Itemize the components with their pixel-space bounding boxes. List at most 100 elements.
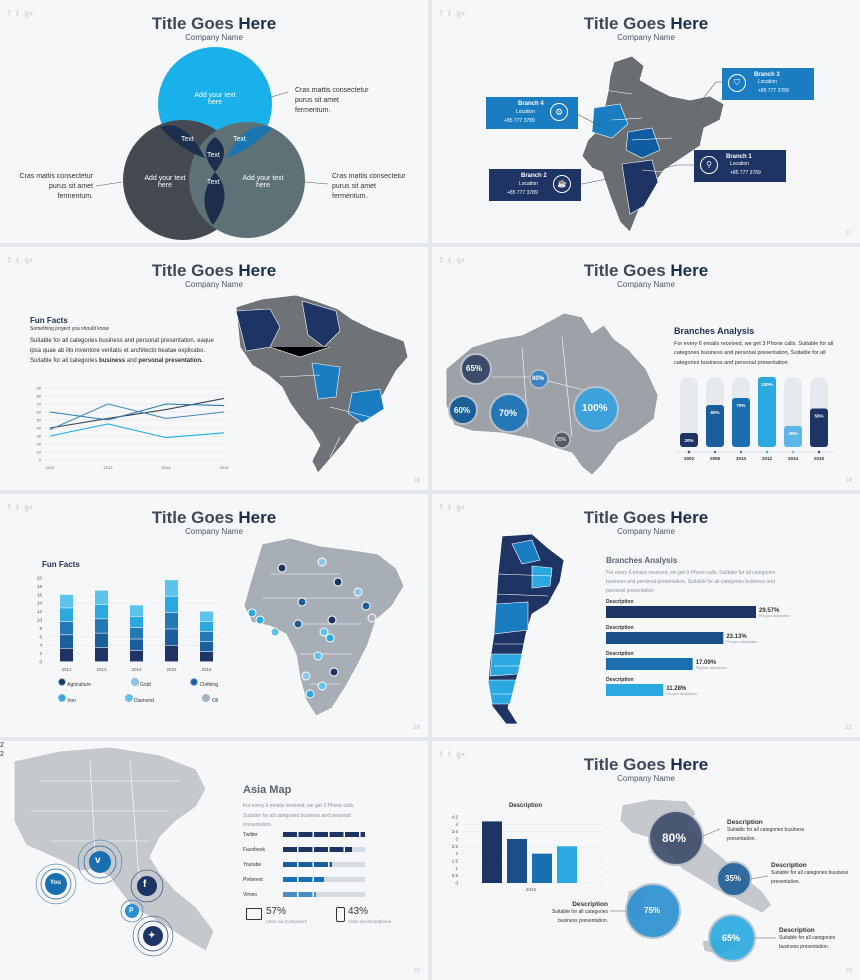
slide-title: Title Goes Here [583,261,709,280]
pinterest-icon: p [129,906,134,913]
stat-computers-value: 57% [266,906,287,917]
youtube-icon: You [50,880,61,886]
googleplus-icon: g+ [24,9,34,18]
india-region-central [625,127,661,159]
social-progress-row: Vimeo [243,887,368,902]
y-tick-label: 30 [37,434,42,439]
y-tick-label: 80 [37,394,42,399]
x-tick-label: 2015 [526,887,537,892]
y-tick-label: 4 [39,643,42,648]
social-progress-track [283,892,365,897]
y-tick-label: 8 [39,626,42,631]
section-body: For every 6 emails received, we get 3 Ph… [606,570,776,594]
venn-note-right: Cras mattis consectetur purus sit amet f… [332,173,406,200]
section-heading: Branches Analysis [674,326,755,336]
company-name: Company Name [185,280,243,289]
legend-item: Diamond [124,694,154,704]
bubble-label: 75% [644,906,661,915]
social-progress-label: Twitter [243,831,258,838]
page-number: 22 [413,968,420,974]
googleplus-icon: g+ [456,750,466,759]
social-progress-row: Twitter [243,827,368,842]
slide-africa-funfacts[interactable]: f t g+ Title Goes Here Company Name Fun … [0,494,428,737]
x-tick-label: 2002 [684,456,695,461]
slide-asia-map[interactable]: 2 2 You v f p ✦ Asia Map For [0,741,428,980]
bar [810,408,828,447]
social-progress-label: Youtube [243,861,262,868]
map-bubble [448,395,478,425]
bar-value-label: 11.28% [666,686,687,692]
x-tick-label: 2015 [814,456,825,461]
bar-value-label: 60% [710,410,719,415]
vimeo-marker [77,839,123,885]
tag-icon: ⛉ [728,74,746,92]
computer-icon [246,908,262,920]
africa-outline [243,537,405,717]
bubble-label: 35% [725,874,742,883]
india-region-west [591,103,629,139]
brazil-outline [235,294,409,474]
social-progress-fill [283,892,316,897]
branch-name: Branch 4 [518,101,544,107]
bar [784,426,802,447]
tower-icon: ⚲ [700,156,718,174]
corner-marker: 2 2 [0,742,4,758]
bar-value-label: 29.57% [759,608,780,614]
branch-phone: +85 777 3789 [507,190,538,196]
social-icons: f t g+ [440,503,466,512]
branch-1-card[interactable]: Branch 1 Location +85 777 3789 ⚲ [694,150,786,182]
slide-italy-description[interactable]: f t g+ Title Goes Here Company Name Desc… [432,741,860,980]
desc-block: Description Suitable for all categories … [727,819,805,842]
stack-segment [60,621,73,635]
slide-canada-branches[interactable]: f t g+ Title Goes Here Company Name 65% … [432,247,860,490]
y-tick-label: 6 [39,634,42,639]
venn-overlap-left-label: Text [181,136,194,143]
branch-3-card[interactable]: Branch 3 Location +85 777 3789 ⛉ [722,68,814,100]
argentina-region [531,565,553,589]
bar [557,846,577,883]
branch-name: Branch 3 [754,72,780,78]
social-progress-list: Twitter Facebook Youtube Pinterest Vimeo [243,827,368,902]
social-progress-label: Vimeo [243,891,258,898]
india-region-south [621,159,659,215]
stack-segment [165,645,178,662]
social-progress-fill [283,862,333,867]
googleplus-icon: g+ [24,503,34,512]
social-progress-row: Youtube [243,857,368,872]
stack-segment [130,639,143,651]
india-map [553,55,739,233]
venn-overlap-right-label: Text [233,136,246,143]
y-tick-label: 0 [39,458,42,463]
slide-india-branches[interactable]: f t g+ Title Goes Here Company Name Bran… [432,0,860,243]
bar-value-label: 30% [788,431,797,436]
branch-2-card[interactable]: Branch 2 Location +85 777 3789 ☕ [489,169,581,201]
page-number: 23 [845,968,852,974]
venn-note-left: Cras mattis consectetur purus sit amet f… [19,173,93,200]
slide-argentina-branches[interactable]: f t g+ Title Goes Here Company Name Bran… [432,494,860,737]
social-progress-fill [283,877,324,882]
brazil-region-east [347,388,385,424]
stack-segment [200,611,213,622]
bar-category-label: Description [606,651,634,657]
map-bubble [553,431,571,449]
bubble-label: 100% [582,403,608,414]
slide-venn[interactable]: f t g+ Title Goes Here Company Name Add … [0,0,428,243]
slide-brazil-funfacts[interactable]: f t g+ Title Goes Here Company Name Fun … [0,247,428,490]
bar [680,433,698,447]
social-progress-label: Facebook [243,846,265,853]
series-line [49,397,225,429]
venn-overlap-bottom [204,172,225,225]
y-tick-label: 50 [37,418,42,423]
bar-value-label: 23.13% [726,634,747,640]
y-tick-label: 40 [37,426,42,431]
branch-4-card[interactable]: Branch 4 Location +85 777 3789 ⚙ [486,97,578,129]
brazil-region-center [311,362,341,400]
stack-segment [200,651,213,662]
map-bubble [648,810,704,866]
y-tick-label: 2 [39,651,42,656]
section-heading: Asia Map [243,784,292,796]
pinterest-marker [120,899,144,923]
x-tick-label: 2014 [162,465,172,470]
